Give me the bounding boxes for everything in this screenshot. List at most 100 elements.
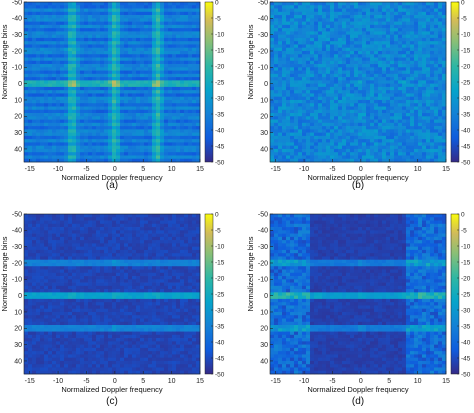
heatmap-cells bbox=[270, 214, 446, 374]
y-tick-label: -40 bbox=[258, 16, 268, 23]
y-axis-label: Normalized range bins bbox=[246, 236, 255, 311]
x-tick-label: 0 bbox=[113, 378, 117, 385]
x-tick-label: -5 bbox=[83, 378, 89, 385]
colorbar-tick-label: -50 bbox=[215, 159, 225, 166]
y-tick-label: 20 bbox=[14, 326, 22, 333]
y-tick-label: -20 bbox=[258, 48, 268, 55]
colorbar-tick-label: -45 bbox=[461, 355, 471, 362]
y-tick-label: 0 bbox=[264, 81, 268, 88]
y-tick-label: 40 bbox=[260, 146, 268, 153]
x-tick-label: 10 bbox=[414, 378, 422, 385]
x-axis-label: Normalized Doppler frequency bbox=[61, 385, 163, 394]
x-tick-label: -10 bbox=[299, 166, 309, 173]
y-tick-label: -10 bbox=[12, 277, 22, 284]
colorbar-tick-label: -35 bbox=[461, 323, 471, 330]
y-tick-label: -30 bbox=[12, 244, 22, 251]
colorbar-tick-label: -15 bbox=[215, 47, 225, 54]
colorbar-tick-label: -5 bbox=[215, 227, 221, 234]
colorbar-tick-label: -40 bbox=[461, 339, 471, 346]
colorbar-tick-label: -30 bbox=[461, 95, 471, 102]
colorbar-tick-label: -5 bbox=[215, 15, 221, 22]
y-tick-label: 10 bbox=[260, 97, 268, 104]
y-axis-label: Normalized range bins bbox=[0, 236, 9, 311]
x-tick-label: -10 bbox=[53, 166, 63, 173]
colorbar-tick-label: -25 bbox=[215, 79, 225, 86]
heatmap-cells bbox=[24, 214, 200, 374]
y-tick-label: 0 bbox=[264, 293, 268, 300]
colorbar-tick-label: -40 bbox=[215, 127, 225, 134]
x-tick-label: 5 bbox=[141, 166, 145, 173]
x-tick-label: 10 bbox=[414, 166, 422, 173]
colorbar-tick-label: -25 bbox=[461, 79, 471, 86]
y-tick-label: -20 bbox=[12, 48, 22, 55]
y-tick-label: 10 bbox=[14, 97, 22, 104]
panel-caption: (d) bbox=[352, 396, 364, 407]
colorbar-tick-label: -40 bbox=[461, 127, 471, 134]
colorbar-tick-label: 0 bbox=[461, 0, 465, 6]
colorbar-tick-label: -35 bbox=[215, 323, 225, 330]
x-tick-label: 5 bbox=[387, 378, 391, 385]
x-tick-label: 0 bbox=[113, 166, 117, 173]
colorbar-tick-label: 0 bbox=[461, 211, 465, 218]
x-tick-label: 15 bbox=[196, 378, 204, 385]
colorbar-tick-label: -10 bbox=[215, 31, 225, 38]
colorbar: 0-5-10-15-20-25-30-35-40-45-50 bbox=[205, 211, 225, 378]
y-tick-label: 40 bbox=[14, 146, 22, 153]
colorbar-tick-label: -45 bbox=[215, 355, 225, 362]
colorbar-tick-label: -15 bbox=[215, 259, 225, 266]
colorbar-tick-label: -25 bbox=[461, 291, 471, 298]
panel-caption: (c) bbox=[106, 396, 118, 407]
x-tick-label: -10 bbox=[53, 378, 63, 385]
y-tick-label: -50 bbox=[258, 0, 268, 6]
y-tick-label: 30 bbox=[260, 130, 268, 137]
colorbar-tick-label: -50 bbox=[215, 371, 225, 378]
y-tick-label: 10 bbox=[14, 309, 22, 316]
colorbar-tick-label: -15 bbox=[461, 47, 471, 54]
colorbar-tick-label: -25 bbox=[215, 291, 225, 298]
colorbar-tick-label: -5 bbox=[461, 15, 467, 22]
y-tick-label: -30 bbox=[258, 244, 268, 251]
y-tick-label: -40 bbox=[258, 228, 268, 235]
y-axis-label: Normalized range bins bbox=[0, 24, 9, 99]
x-tick-label: 5 bbox=[141, 378, 145, 385]
y-tick-label: 0 bbox=[18, 293, 22, 300]
y-tick-label: 30 bbox=[260, 342, 268, 349]
colorbar-tick-label: -45 bbox=[215, 143, 225, 150]
colorbar-tick-label: -40 bbox=[215, 339, 225, 346]
colorbar: 0-5-10-15-20-25-30-35-40-45-50 bbox=[451, 0, 471, 166]
colorbar-tick-label: -15 bbox=[461, 259, 471, 266]
y-tick-label: -50 bbox=[12, 211, 22, 218]
colorbar: 0-5-10-15-20-25-30-35-40-45-50 bbox=[205, 0, 225, 166]
y-tick-label: 40 bbox=[260, 358, 268, 365]
colorbar-tick-label: -35 bbox=[215, 111, 225, 118]
x-tick-label: -5 bbox=[329, 166, 335, 173]
y-tick-label: -10 bbox=[258, 65, 268, 72]
y-tick-label: -30 bbox=[258, 32, 268, 39]
x-tick-label: 5 bbox=[387, 166, 391, 173]
y-tick-label: 20 bbox=[260, 114, 268, 121]
x-tick-label: -15 bbox=[25, 166, 35, 173]
colorbar-tick-label: -20 bbox=[461, 275, 471, 282]
colorbar-tick-label: -45 bbox=[461, 143, 471, 150]
y-tick-label: -40 bbox=[12, 16, 22, 23]
colorbar-tick-label: -30 bbox=[461, 307, 471, 314]
x-tick-label: -15 bbox=[271, 166, 281, 173]
x-tick-label: -5 bbox=[329, 378, 335, 385]
y-tick-label: -30 bbox=[12, 32, 22, 39]
colorbar-tick-label: -30 bbox=[215, 307, 225, 314]
colorbar-tick-label: -50 bbox=[461, 159, 471, 166]
colorbar-tick-label: -5 bbox=[461, 227, 467, 234]
x-tick-label: 15 bbox=[442, 166, 450, 173]
colorbar-tick-label: -20 bbox=[215, 275, 225, 282]
x-tick-label: 10 bbox=[168, 166, 176, 173]
colorbar-tick-label: -30 bbox=[215, 95, 225, 102]
y-tick-label: 10 bbox=[260, 309, 268, 316]
x-tick-label: 10 bbox=[168, 378, 176, 385]
x-axis-label: Normalized Doppler frequency bbox=[307, 385, 409, 394]
y-tick-label: 0 bbox=[18, 81, 22, 88]
colorbar-tick-label: -10 bbox=[461, 243, 471, 250]
y-tick-label: 30 bbox=[14, 342, 22, 349]
y-tick-label: -20 bbox=[12, 260, 22, 267]
